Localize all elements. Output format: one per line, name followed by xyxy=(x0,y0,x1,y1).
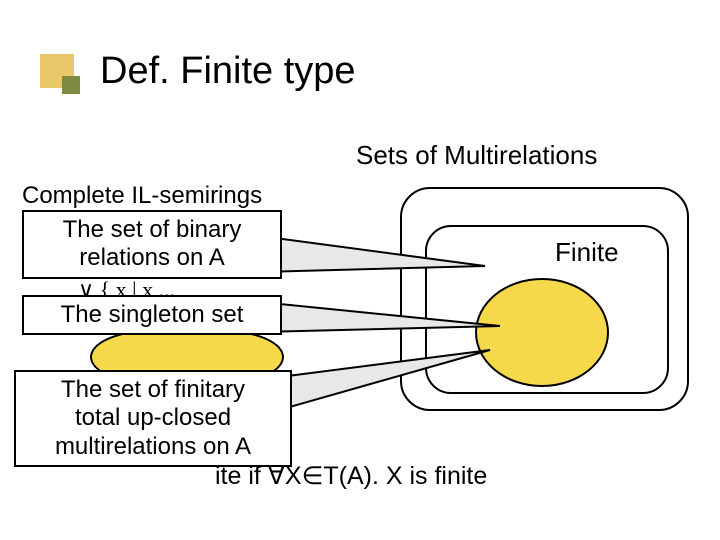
callout-singleton-set: The singleton set xyxy=(22,295,282,335)
callout-singleton-text: The singleton set xyxy=(61,301,244,328)
callout-binary-line1: The set of binary xyxy=(32,216,272,244)
title-bullet-icon xyxy=(40,54,90,104)
slide-title: Def. Finite type xyxy=(100,50,356,93)
connector-finitary-to-finite xyxy=(272,348,497,418)
connector-singleton-to-finite xyxy=(260,298,505,348)
callout-finitary-line2: total up-closed xyxy=(24,404,282,432)
callout-finitary-multirelations: The set of finitary total up-closed mult… xyxy=(14,370,292,467)
complete-il-semirings-label: Complete IL-semirings xyxy=(22,182,262,210)
finite-label: Finite xyxy=(555,237,619,268)
title-area: Def. Finite type xyxy=(40,50,680,110)
callout-finitary-line3: multirelations on A xyxy=(24,433,282,461)
callout-binary-relations: The set of binary relations on A xyxy=(22,210,282,279)
callout-finitary-line1: The set of finitary xyxy=(24,376,282,404)
connector-binary-to-finite xyxy=(260,236,490,296)
callout-binary-line2: relations on A xyxy=(32,244,272,272)
sets-of-multirelations-label: Sets of Multirelations xyxy=(356,140,597,171)
slide: Def. Finite type Sets of Multirelations … xyxy=(0,0,720,540)
